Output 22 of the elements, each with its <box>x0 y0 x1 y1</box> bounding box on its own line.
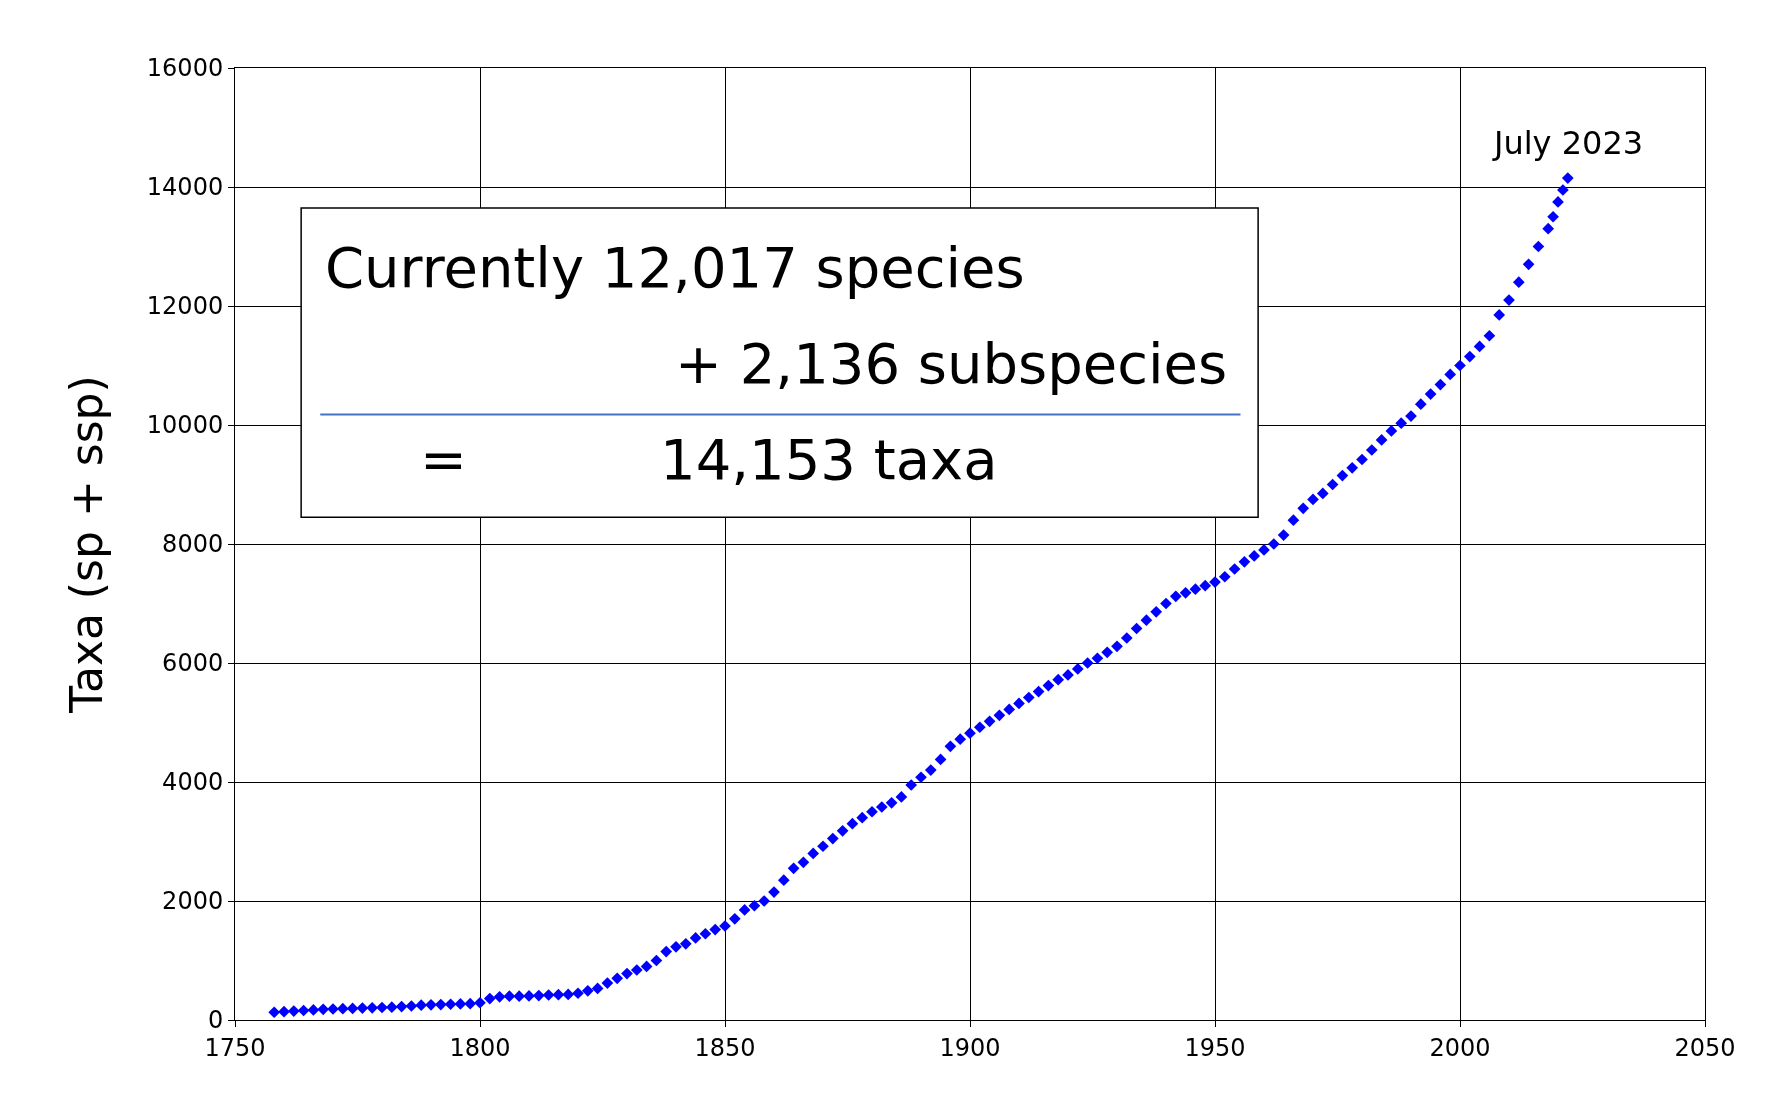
x-tick-label: 1950 <box>1184 1033 1246 1062</box>
annotation: + 2,136 subspecies <box>675 331 1228 396</box>
annotation: Currently 12,017 species <box>325 235 1025 300</box>
y-tick-label: 14000 <box>146 173 224 202</box>
y-tick-label: 6000 <box>162 649 224 678</box>
y-tick-label: 12000 <box>146 292 224 321</box>
x-tick-label: 1800 <box>449 1033 511 1062</box>
y-tick-label: 4000 <box>162 768 224 797</box>
annotation: July 2023 <box>1492 124 1644 162</box>
y-tick-label: 10000 <box>146 411 224 440</box>
annotation: 14,153 taxa <box>660 427 998 492</box>
x-tick-label: 2000 <box>1429 1033 1491 1062</box>
y-tick-label: 16000 <box>146 54 224 83</box>
x-tick-label: 1900 <box>939 1033 1001 1062</box>
y-tick-label: 2000 <box>162 887 224 916</box>
x-tick-label: 1750 <box>204 1033 266 1062</box>
annotation: = <box>420 427 467 492</box>
y-tick-label: 0 <box>207 1006 224 1035</box>
x-tick-label: 2050 <box>1674 1033 1736 1062</box>
y-tick-label: 8000 <box>162 530 224 559</box>
y-axis-title: Taxa (sp + ssp) <box>60 375 112 714</box>
x-tick-label: 1850 <box>694 1033 756 1062</box>
